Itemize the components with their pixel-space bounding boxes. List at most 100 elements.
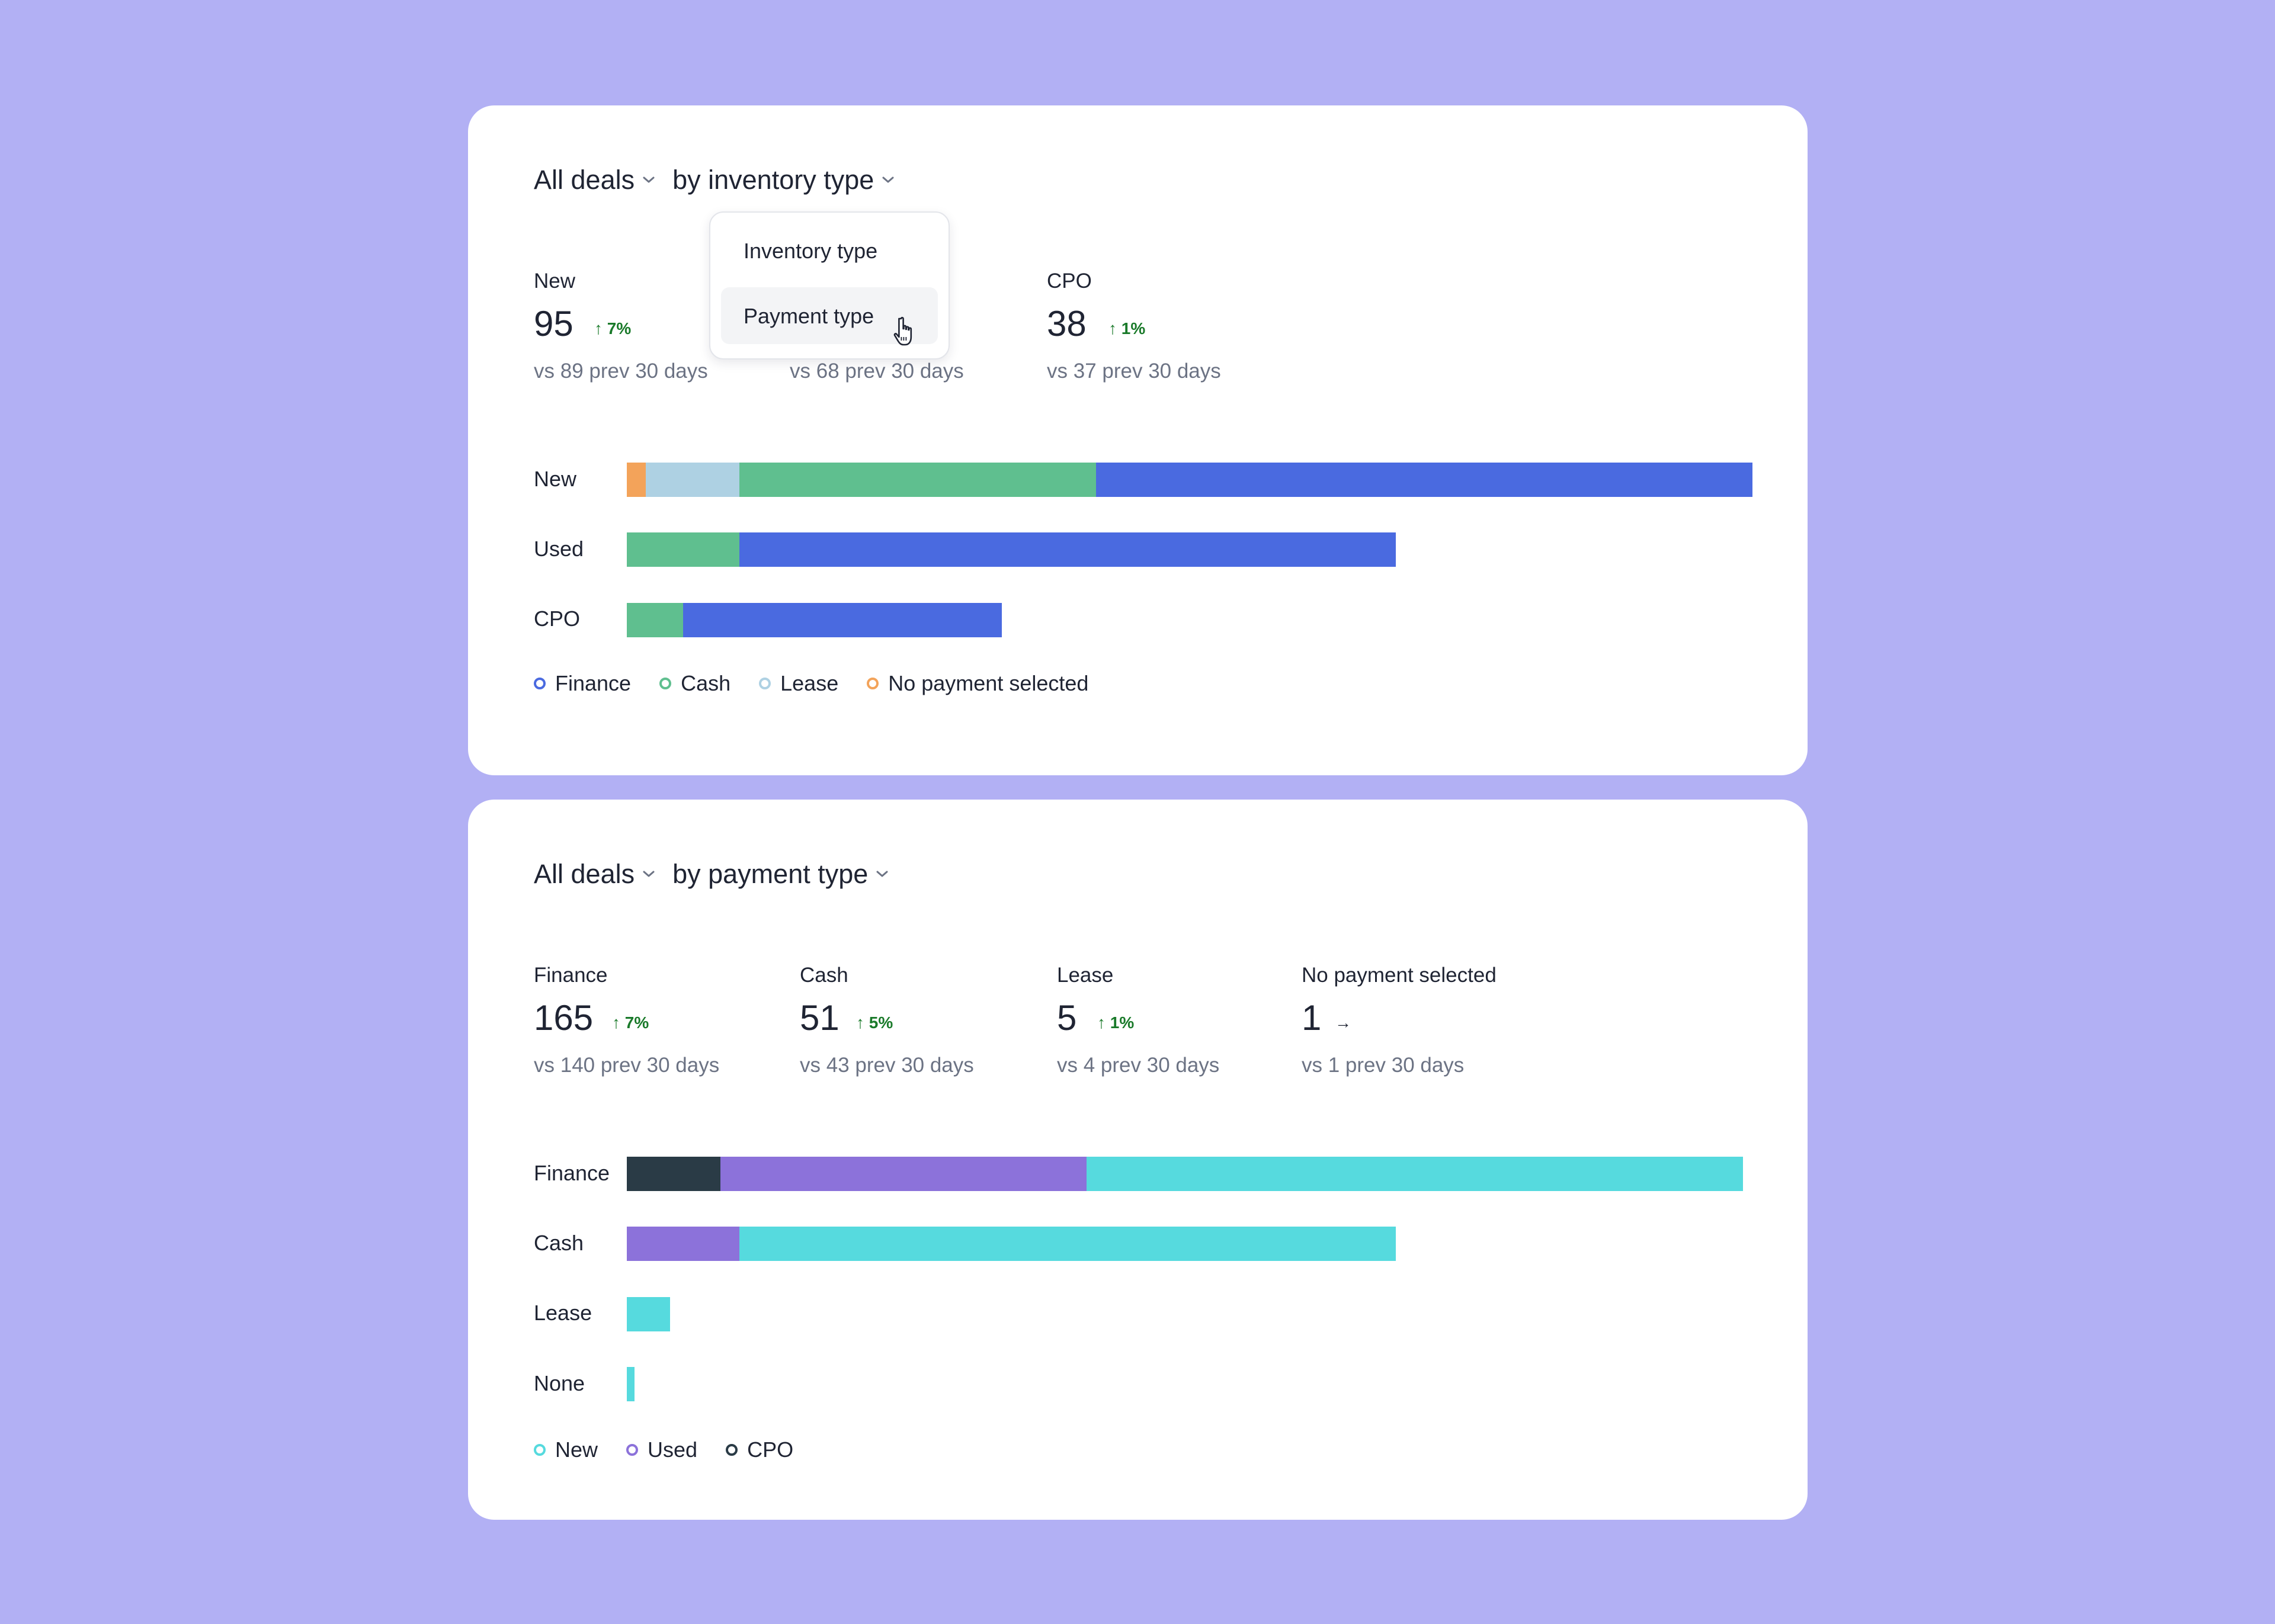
chevron-down-icon: [643, 176, 655, 183]
bar-track: [627, 1157, 1752, 1191]
bar-row-label: None: [534, 1371, 585, 1395]
bar-segment-none-new: [627, 1367, 635, 1401]
legend-item-cash: Cash: [659, 671, 730, 696]
bar-segment-new-finance: [1095, 463, 1752, 497]
stat-value: 51: [800, 998, 839, 1038]
stat-label: Finance: [534, 964, 608, 987]
stat-delta: ↑ 1%: [1108, 319, 1146, 338]
bar-segment-lease-new: [627, 1297, 670, 1331]
legend-dot: [659, 678, 672, 689]
legend-dot: [759, 678, 771, 689]
bar-row-label: Finance: [534, 1161, 610, 1185]
arrow-up-icon: ↑: [1108, 319, 1122, 338]
legend-item-new: New: [534, 1437, 598, 1462]
deals-filter-dropdown[interactable]: All deals: [534, 859, 656, 890]
bar-track: [627, 532, 1752, 567]
legend-dot: [626, 1444, 639, 1456]
bar-track: [627, 1367, 1752, 1401]
bar-row-label: CPO: [534, 606, 581, 631]
legend-label: No payment selected: [888, 671, 1089, 695]
bar-row-label: Cash: [534, 1231, 584, 1255]
stat-delta: ↑ 7%: [594, 319, 632, 338]
stat-delta: ↑ 5%: [856, 1013, 893, 1032]
stat-label: CPO: [1047, 269, 1092, 293]
hand-pointer-icon: [893, 317, 912, 346]
bar-segment-cpo-cash: [627, 603, 683, 637]
stat-comparison: vs 1 prev 30 days: [1302, 1054, 1465, 1077]
stat-label: New: [534, 269, 576, 293]
legend-item-no-payment: No payment selected: [867, 671, 1088, 696]
stat-label: Cash: [800, 964, 848, 987]
bar-track: [627, 1297, 1752, 1331]
card-title: All deals by inventory type: [534, 165, 895, 195]
stat-label: No payment selected: [1302, 964, 1497, 987]
legend-item-finance: Finance: [534, 671, 631, 696]
stat-comparison: vs 4 prev 30 days: [1057, 1054, 1220, 1077]
bar-track: [627, 1227, 1752, 1261]
arrow-right-icon: →: [1335, 1013, 1351, 1032]
bar-segment-new-no-payment-selected: [627, 463, 646, 497]
chart-legend: Finance Cash Lease No payment selected: [534, 671, 1117, 696]
stat-value: 5: [1057, 998, 1077, 1038]
payment-type-card: All deals by payment type Finance 165 ↑ …: [468, 800, 1808, 1520]
chevron-down-icon: [882, 176, 894, 183]
stat-label: Lease: [1057, 964, 1114, 987]
bar-segment-finance-new: [1086, 1157, 1744, 1191]
arrow-up-icon: ↑: [1097, 1013, 1110, 1032]
bar-row-label: Used: [534, 537, 584, 561]
stat-comparison: vs 140 prev 30 days: [534, 1054, 720, 1077]
legend-dot: [534, 1444, 546, 1456]
stat-delta: ↑ 1%: [1097, 1013, 1135, 1032]
menu-item-inventory-type[interactable]: Inventory type: [721, 222, 938, 279]
stat-comparison: vs 37 prev 30 days: [1047, 360, 1221, 383]
stat-comparison: vs 43 prev 30 days: [800, 1054, 974, 1077]
group-by-dropdown[interactable]: by inventory type: [672, 165, 895, 195]
stat-value: 165: [534, 998, 594, 1038]
bar-segment-used-finance: [739, 532, 1396, 567]
legend-dot: [726, 1444, 738, 1456]
stat-value: 95: [534, 304, 573, 344]
bar-segment-new-cash: [739, 463, 1096, 497]
legend-label: CPO: [747, 1437, 794, 1462]
group-by-label: by payment type: [672, 859, 869, 889]
bar-segment-cash-new: [739, 1227, 1396, 1261]
group-by-dropdown[interactable]: by payment type: [672, 859, 889, 890]
card-title: All deals by payment type: [534, 859, 889, 890]
stat-comparison: vs 89 prev 30 days: [534, 360, 708, 383]
legend-item-lease: Lease: [759, 671, 838, 696]
legend-item-cpo: CPO: [726, 1437, 793, 1462]
bar-track: [627, 603, 1752, 637]
legend-label: Used: [648, 1437, 698, 1462]
legend-item-used: Used: [626, 1437, 697, 1462]
deals-filter-label: All deals: [534, 859, 635, 889]
inventory-type-card: All deals by inventory type New 95 ↑ 7% …: [468, 105, 1808, 775]
legend-label: Cash: [681, 671, 731, 695]
stat-value: 1: [1302, 998, 1322, 1038]
legend-dot: [867, 678, 879, 689]
bar-segment-finance-cpo: [627, 1157, 721, 1191]
legend-label: Finance: [555, 671, 632, 695]
legend-label: New: [555, 1437, 598, 1462]
arrow-up-icon: ↑: [594, 319, 607, 338]
arrow-up-icon: ↑: [612, 1013, 625, 1032]
chart-legend: New Used CPO: [534, 1437, 822, 1462]
bar-segment-cpo-finance: [683, 603, 1002, 637]
deals-filter-dropdown[interactable]: All deals: [534, 165, 656, 195]
bar-segment-used-cash: [627, 532, 739, 567]
stat-value: 38: [1047, 304, 1087, 344]
bar-segment-cash-used: [627, 1227, 739, 1261]
menu-item-label: Inventory type: [744, 239, 878, 263]
bar-track: [627, 463, 1752, 497]
bar-row-label: Lease: [534, 1301, 592, 1325]
chevron-down-icon: [643, 871, 655, 877]
chevron-down-icon: [876, 871, 888, 877]
deals-filter-label: All deals: [534, 165, 635, 195]
bar-segment-finance-used: [720, 1157, 1087, 1191]
bar-segment-new-lease: [645, 463, 739, 497]
stat-delta: ↑ 7%: [612, 1013, 649, 1032]
group-by-label: by inventory type: [672, 165, 874, 195]
legend-label: Lease: [780, 671, 839, 695]
arrow-up-icon: ↑: [856, 1013, 869, 1032]
stat-comparison: vs 68 prev 30 days: [790, 360, 964, 383]
bar-row-label: New: [534, 467, 577, 491]
